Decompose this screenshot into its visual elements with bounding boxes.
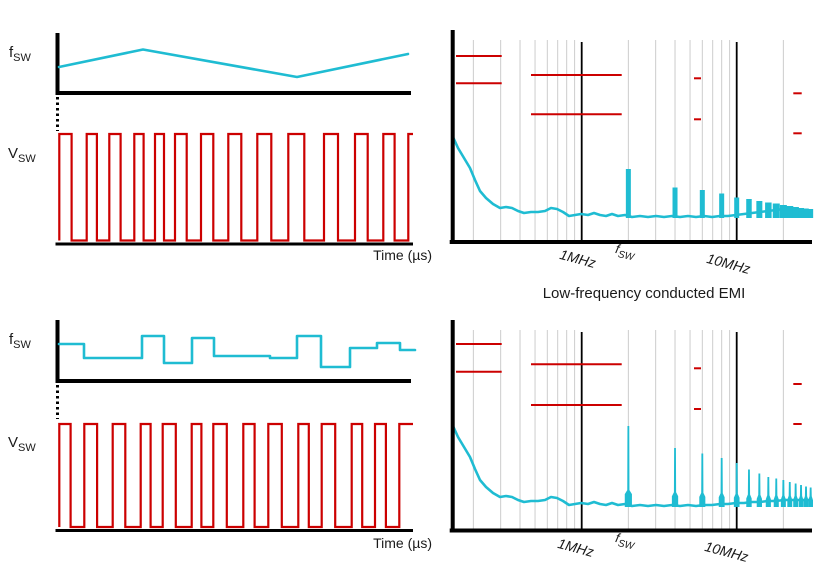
- fsw-label-main: f: [9, 44, 14, 61]
- vsw-label-main: V: [8, 434, 19, 451]
- vsw-label-sub: SW: [18, 153, 36, 165]
- fsw-label-main: f: [9, 331, 14, 348]
- vsw-label-top-left: VSW: [8, 145, 36, 165]
- fsw-label-bottom-left: fSW: [9, 331, 31, 351]
- fsw-label-top-left: fSW: [9, 44, 31, 64]
- emi-caption: Low-frequency conducted EMI: [542, 285, 746, 302]
- time-axis-label-bottom: Time (µs): [373, 535, 432, 551]
- tick-fsw-top: fSW: [613, 241, 636, 263]
- fsw-label-sub: SW: [13, 52, 31, 64]
- vsw-label-sub: SW: [18, 442, 36, 454]
- tick-fsw-bottom: fSW: [613, 530, 636, 552]
- time-axis-label-top: Time (µs): [373, 247, 432, 263]
- vsw-label-main: V: [8, 145, 19, 162]
- fsw-label-sub: SW: [13, 339, 31, 351]
- vsw-label-bottom-left: VSW: [8, 434, 36, 454]
